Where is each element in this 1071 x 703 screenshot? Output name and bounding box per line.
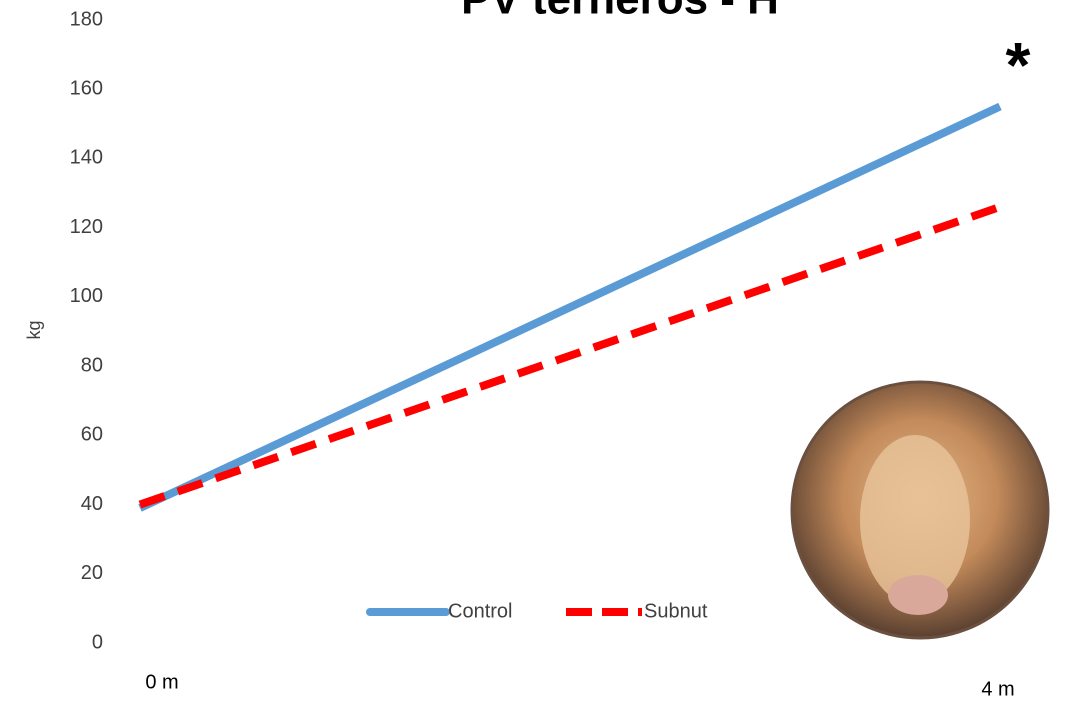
series-line <box>138 102 1002 512</box>
y-tick-label: 180 <box>70 8 103 30</box>
y-tick-label: 120 <box>70 216 103 238</box>
legend-label: Subnut <box>644 600 708 622</box>
y-tick-label: 0 <box>92 631 103 653</box>
y-tick-label: 160 <box>70 78 103 100</box>
legend-label: Control <box>448 600 512 622</box>
photo <box>790 380 1050 640</box>
y-tick-label: 100 <box>70 285 103 307</box>
series-line <box>138 203 1002 509</box>
annotation: * <box>1006 29 1031 101</box>
y-tick-label: 60 <box>81 424 103 446</box>
y-tick-label: 80 <box>81 354 103 376</box>
chart-title: PV terneros - H <box>461 0 779 24</box>
y-tick-label: 20 <box>81 562 103 584</box>
y-tick-label: 140 <box>70 147 103 169</box>
x-tick-label: 0 m <box>145 671 178 693</box>
y-tick-label: 40 <box>81 493 103 515</box>
y-axis-label: kg <box>24 320 44 339</box>
x-tick-label: 4 m <box>981 678 1014 700</box>
